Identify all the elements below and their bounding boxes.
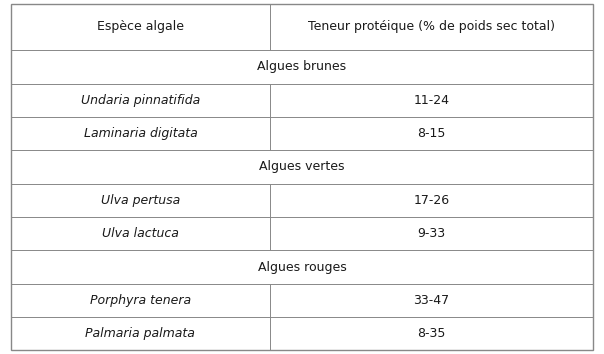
Text: Algues rouges: Algues rouges bbox=[258, 261, 346, 274]
Text: Undaria pinnatifida: Undaria pinnatifida bbox=[81, 94, 200, 107]
Text: Porphyra tenera: Porphyra tenera bbox=[90, 294, 191, 307]
Text: 17-26: 17-26 bbox=[414, 194, 449, 207]
Text: 8-35: 8-35 bbox=[417, 327, 446, 340]
Text: Espèce algale: Espèce algale bbox=[97, 21, 184, 33]
Text: Ulva pertusa: Ulva pertusa bbox=[101, 194, 180, 207]
Text: Algues brunes: Algues brunes bbox=[257, 61, 347, 73]
Text: 11-24: 11-24 bbox=[414, 94, 449, 107]
Text: Algues vertes: Algues vertes bbox=[259, 160, 345, 173]
Text: Ulva lactuca: Ulva lactuca bbox=[102, 227, 179, 240]
Text: 33-47: 33-47 bbox=[414, 294, 449, 307]
Text: Teneur protéique (% de poids sec total): Teneur protéique (% de poids sec total) bbox=[308, 21, 555, 33]
Text: Laminaria digitata: Laminaria digitata bbox=[83, 127, 198, 140]
Text: 8-15: 8-15 bbox=[417, 127, 446, 140]
Text: Palmaria palmata: Palmaria palmata bbox=[86, 327, 195, 340]
Text: 9-33: 9-33 bbox=[417, 227, 446, 240]
